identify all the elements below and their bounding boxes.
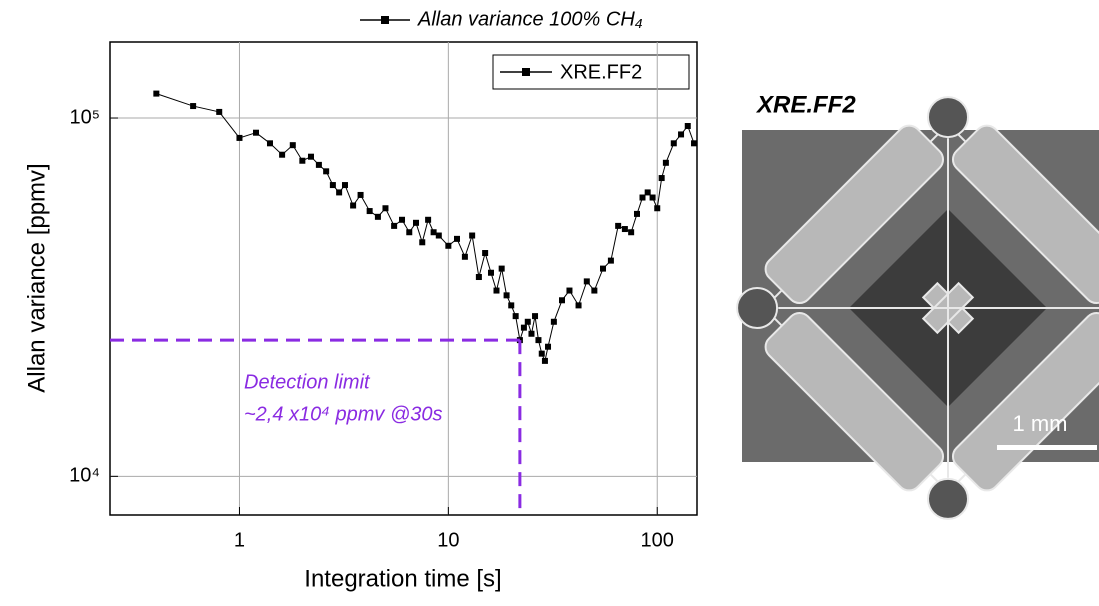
point	[535, 337, 542, 344]
point	[475, 274, 482, 281]
point	[391, 222, 398, 229]
legend-title: Allan variance 100% CH₄	[417, 8, 643, 30]
point	[658, 175, 665, 182]
point	[498, 265, 505, 272]
point	[279, 151, 286, 158]
point	[528, 330, 535, 337]
point	[520, 324, 527, 331]
point	[336, 189, 343, 196]
point	[508, 302, 515, 309]
point	[350, 202, 357, 209]
point	[341, 182, 348, 189]
point	[654, 205, 661, 212]
image-label: XRE.FF2	[755, 91, 856, 118]
y-axis-label: Allan variance [ppmv]	[23, 163, 50, 392]
point	[216, 108, 223, 115]
legend-label: XRE.FF2	[560, 61, 642, 83]
point	[430, 229, 437, 236]
point	[315, 161, 322, 168]
point	[461, 253, 468, 260]
point	[524, 318, 531, 325]
point	[615, 222, 622, 229]
y-tick-label: 10⁴	[69, 465, 100, 487]
scale-bar-label: 1 mm	[1013, 411, 1068, 436]
point	[691, 140, 698, 147]
point	[541, 357, 548, 364]
point	[445, 242, 452, 249]
x-tick-label: 10	[437, 529, 459, 551]
point	[487, 269, 494, 276]
point	[649, 194, 656, 201]
point	[566, 287, 573, 294]
point	[454, 235, 461, 242]
point	[670, 140, 677, 147]
point	[374, 213, 381, 220]
point	[545, 343, 552, 350]
point	[357, 191, 364, 198]
point	[583, 278, 590, 285]
point	[607, 257, 614, 264]
point	[253, 129, 260, 136]
point	[621, 226, 628, 233]
point	[323, 168, 330, 175]
point	[532, 313, 539, 320]
point	[236, 134, 243, 141]
point	[266, 140, 273, 147]
point	[550, 318, 557, 325]
x-tick-label: 1	[234, 529, 245, 551]
point	[639, 194, 646, 201]
point	[644, 189, 651, 196]
point	[399, 216, 406, 223]
point	[299, 157, 306, 164]
point	[419, 239, 426, 246]
point	[412, 219, 419, 226]
point	[406, 229, 413, 236]
point	[469, 232, 476, 239]
x-axis-label: Integration time [s]	[304, 565, 501, 592]
point	[600, 265, 607, 272]
legend-box	[492, 54, 690, 90]
point	[190, 103, 197, 110]
point	[435, 232, 442, 239]
point	[289, 142, 296, 149]
point	[538, 350, 545, 357]
x-tick-label: 100	[641, 529, 674, 551]
point	[493, 287, 500, 294]
point	[329, 182, 336, 189]
point	[684, 123, 691, 130]
point	[307, 153, 314, 160]
point	[366, 208, 373, 215]
annotation: Detection limit	[244, 371, 371, 393]
point	[559, 297, 566, 304]
point	[503, 292, 510, 299]
point	[591, 287, 598, 294]
point	[482, 250, 489, 257]
point	[628, 229, 635, 236]
point	[633, 210, 640, 217]
point	[678, 131, 685, 138]
point	[153, 90, 160, 97]
legend-marker	[381, 16, 389, 24]
y-tick-label: 10⁵	[69, 106, 100, 128]
point	[512, 313, 519, 320]
point	[425, 216, 432, 223]
point	[662, 159, 669, 166]
annotation: ~2,4 x10⁴ ppmv @30s	[244, 403, 443, 425]
micrograph	[736, 96, 1099, 520]
point	[382, 205, 389, 212]
legend-marker	[522, 68, 530, 76]
plot-frame	[109, 41, 698, 516]
point	[575, 302, 582, 309]
